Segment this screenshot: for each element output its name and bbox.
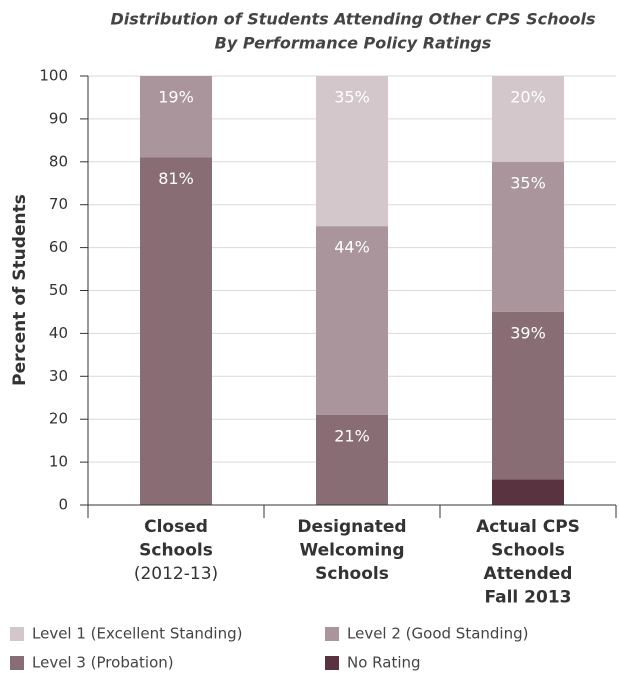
y-tick-label: 90 [49,109,68,127]
chart-title: By Performance Policy Ratings [215,34,492,53]
x-tick-label: Closed [144,517,208,537]
x-tick-label: Designated [297,517,406,537]
chart-title: Distribution of Students Attending Other… [110,10,595,29]
bar-segment [492,76,564,162]
legend-swatch [325,627,339,641]
bar-segment [492,161,564,312]
value-label: 39% [510,323,546,342]
x-tick-label: Welcoming [299,541,404,561]
value-label: 35% [510,173,546,192]
value-label: 19% [158,88,194,107]
y-tick-label: 80 [49,152,68,170]
y-axis-label: Percent of Students [10,194,30,386]
y-tick-label: 0 [58,496,68,514]
legend-swatch [10,656,24,670]
bar-segment [316,226,388,415]
value-label: 81% [158,169,194,188]
bar-segment [316,76,388,227]
y-tick-label: 70 [49,195,68,213]
y-tick-label: 50 [49,281,68,299]
legend-swatch [10,627,24,641]
legend-label: Level 2 (Good Standing) [347,625,528,643]
x-tick-label: Actual CPS [476,517,580,537]
legend-label: Level 3 (Probation) [32,654,174,672]
x-tick-label: Schools [491,541,565,561]
x-tick-label: (2012-13) [134,564,218,584]
value-label: 44% [334,238,370,257]
x-tick-label: Schools [139,541,213,561]
bar-segment [492,479,564,505]
value-label: 21% [334,426,370,445]
y-tick-label: 20 [49,410,68,428]
y-tick-label: 40 [49,324,68,342]
y-tick-label: 30 [49,367,68,385]
value-label: 35% [334,88,370,107]
legend-label: No Rating [347,654,421,672]
legend-swatch [325,656,339,670]
y-tick-label: 60 [49,238,68,256]
y-tick-label: 100 [39,67,68,85]
y-tick-label: 10 [49,453,68,471]
legend-label: Level 1 (Excellent Standing) [32,625,242,643]
x-tick-label: Schools [315,564,389,584]
bar-segment [140,76,212,158]
bar-segment [140,157,212,505]
bar-segment [492,311,564,480]
bar-segment [316,414,388,505]
x-tick-label: Attended [484,564,573,584]
value-label: 20% [510,88,546,107]
x-tick-label: Fall 2013 [485,588,572,608]
